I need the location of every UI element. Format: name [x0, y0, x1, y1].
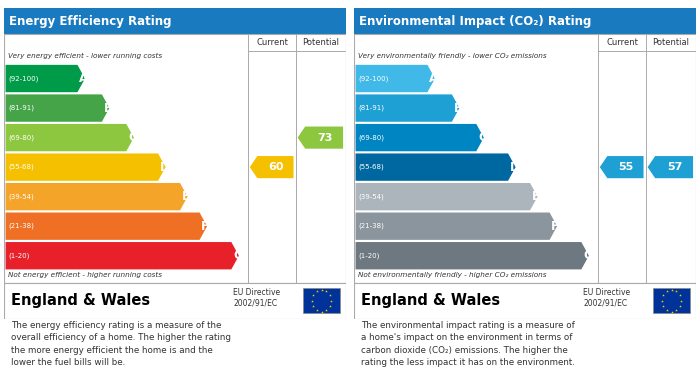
Polygon shape: [356, 65, 435, 92]
Polygon shape: [6, 183, 188, 210]
Text: E: E: [532, 190, 540, 203]
Text: (39-54): (39-54): [358, 194, 384, 200]
Text: England & Wales: England & Wales: [11, 293, 150, 308]
Polygon shape: [356, 94, 459, 122]
Text: C: C: [478, 131, 486, 144]
Text: (81-91): (81-91): [8, 105, 34, 111]
Bar: [4, 283, 346, 319]
Text: Potential: Potential: [302, 38, 340, 47]
Polygon shape: [356, 242, 589, 269]
Text: G: G: [583, 249, 593, 262]
Text: (92-100): (92-100): [8, 75, 38, 82]
Bar: [653, 288, 690, 313]
Polygon shape: [600, 156, 643, 178]
Text: (1-20): (1-20): [358, 253, 379, 259]
Bar: [4, 34, 346, 283]
Text: G: G: [233, 249, 243, 262]
Polygon shape: [356, 213, 557, 240]
Text: Not energy efficient - higher running costs: Not energy efficient - higher running co…: [8, 272, 162, 278]
Text: Current: Current: [256, 38, 288, 47]
Text: (21-38): (21-38): [358, 223, 384, 230]
Text: Very energy efficient - lower running costs: Very energy efficient - lower running co…: [8, 53, 162, 59]
Text: Not environmentally friendly - higher CO₂ emissions: Not environmentally friendly - higher CO…: [358, 272, 546, 278]
Text: (55-68): (55-68): [358, 164, 384, 170]
Bar: [303, 288, 340, 313]
Polygon shape: [6, 94, 109, 122]
Text: (69-80): (69-80): [358, 135, 384, 141]
Text: Environmental Impact (CO₂) Rating: Environmental Impact (CO₂) Rating: [359, 14, 592, 27]
Text: EU Directive
2002/91/EC: EU Directive 2002/91/EC: [583, 288, 630, 307]
Polygon shape: [356, 153, 516, 181]
Bar: [354, 34, 696, 283]
Polygon shape: [6, 124, 134, 151]
Text: 57: 57: [667, 162, 682, 172]
Text: F: F: [552, 220, 559, 233]
Text: England & Wales: England & Wales: [361, 293, 500, 308]
Bar: [4, 8, 346, 34]
Text: Energy Efficiency Rating: Energy Efficiency Rating: [9, 14, 171, 27]
Text: The energy efficiency rating is a measure of the
overall efficiency of a home. T: The energy efficiency rating is a measur…: [11, 321, 231, 367]
Polygon shape: [250, 156, 293, 178]
Text: A: A: [79, 72, 88, 85]
Bar: [354, 283, 696, 319]
Text: (39-54): (39-54): [8, 194, 34, 200]
Polygon shape: [356, 183, 538, 210]
Text: E: E: [182, 190, 190, 203]
Text: Very environmentally friendly - lower CO₂ emissions: Very environmentally friendly - lower CO…: [358, 53, 546, 59]
Polygon shape: [648, 156, 693, 178]
Polygon shape: [6, 153, 166, 181]
Polygon shape: [6, 65, 85, 92]
Text: B: B: [104, 102, 113, 115]
Text: F: F: [202, 220, 209, 233]
Text: 55: 55: [619, 162, 634, 172]
Polygon shape: [6, 242, 239, 269]
Polygon shape: [298, 127, 343, 149]
Text: Current: Current: [606, 38, 638, 47]
Text: D: D: [160, 161, 169, 174]
Text: 73: 73: [317, 133, 332, 143]
Text: (55-68): (55-68): [8, 164, 34, 170]
Text: Potential: Potential: [652, 38, 690, 47]
Text: B: B: [454, 102, 463, 115]
Text: (21-38): (21-38): [8, 223, 34, 230]
Text: The environmental impact rating is a measure of
a home's impact on the environme: The environmental impact rating is a mea…: [361, 321, 575, 367]
Text: D: D: [510, 161, 519, 174]
Text: (1-20): (1-20): [8, 253, 29, 259]
Text: EU Directive
2002/91/EC: EU Directive 2002/91/EC: [233, 288, 280, 307]
Polygon shape: [356, 124, 484, 151]
Polygon shape: [6, 213, 207, 240]
Text: (69-80): (69-80): [8, 135, 34, 141]
Bar: [354, 8, 696, 34]
Text: A: A: [429, 72, 438, 85]
Text: C: C: [128, 131, 136, 144]
Text: (81-91): (81-91): [358, 105, 384, 111]
Text: (92-100): (92-100): [358, 75, 389, 82]
Text: 60: 60: [268, 162, 284, 172]
